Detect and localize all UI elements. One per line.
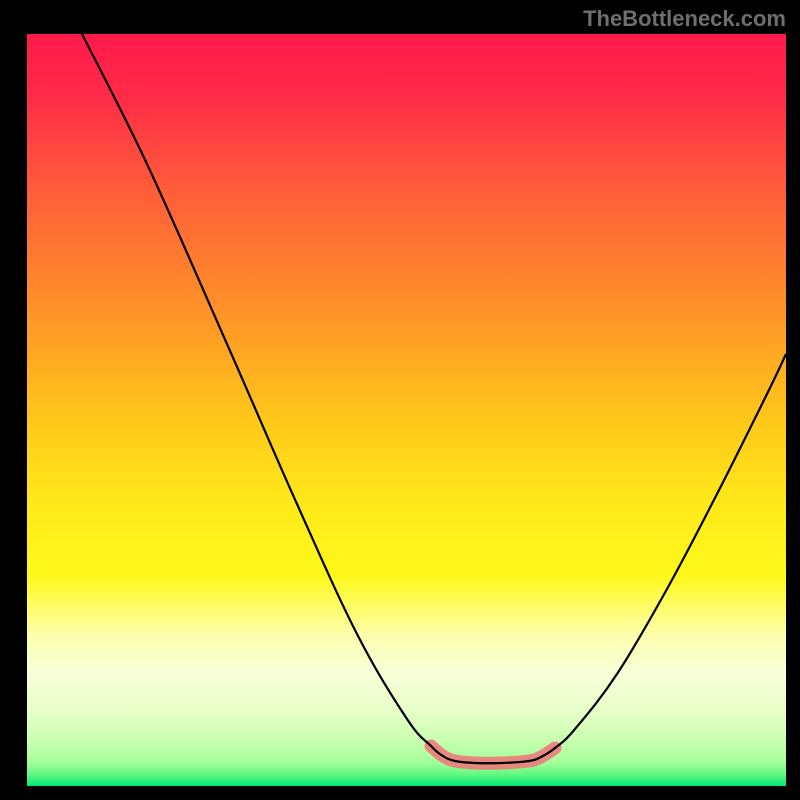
plot-area: [27, 34, 786, 786]
chart-svg: [27, 34, 786, 786]
gradient-background: [27, 34, 786, 786]
watermark-text: TheBottleneck.com: [583, 6, 786, 32]
